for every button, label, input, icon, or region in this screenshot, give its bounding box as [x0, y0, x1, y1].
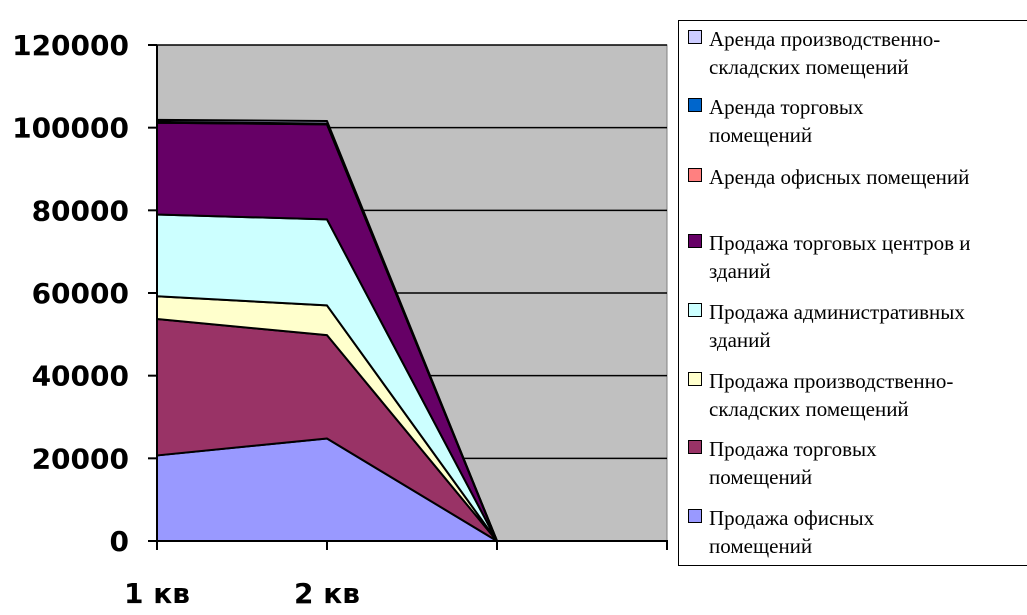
legend-swatch [688, 30, 702, 44]
y-tick-label: 40000 [32, 360, 129, 393]
legend-label-line: Продажа торговых [709, 437, 877, 461]
legend-label-line: Продажа административных [709, 300, 965, 324]
legend-label-line: Аренда офисных помещений [709, 165, 970, 189]
legend-label-line: Аренда производственно- [709, 27, 941, 51]
axes [148, 44, 668, 550]
legend-label-line: Продажа производственно- [709, 369, 954, 393]
legend-label: Аренда торговых помещений [709, 93, 1027, 149]
y-tick-label: 20000 [32, 442, 129, 475]
legend-label-line: помещений [709, 534, 813, 558]
x-tick-label: 1 кв [124, 577, 190, 610]
legend-label: Продажа торговых помещений [709, 435, 1027, 491]
area-series-group [156, 118, 668, 542]
x-tick-labels: 1 кв 2 кв [124, 577, 360, 610]
legend-label-line: складских помещений [709, 397, 909, 421]
legend-swatch [688, 440, 702, 454]
legend-label-line: Аренда торговых [709, 95, 864, 119]
legend-label-line: зданий [709, 328, 771, 352]
y-tick-label: 100000 [12, 112, 129, 145]
legend-swatch [688, 509, 702, 523]
legend-label-line: зданий [709, 259, 771, 283]
y-tick-label: 60000 [32, 277, 129, 310]
y-tick-label: 80000 [32, 194, 129, 227]
legend: Аренда производственно-складских помещен… [678, 20, 1027, 566]
legend-label-line: Продажа торговых центров и [709, 231, 971, 255]
legend-label-line: помещений [709, 465, 813, 489]
legend-label-line: складских помещений [709, 55, 909, 79]
y-tick-labels: 0 20000 40000 60000 80000 100000 120000 [12, 29, 129, 558]
legend-label: Продажа производственно-складских помеще… [709, 367, 1027, 423]
y-tick-label: 0 [110, 525, 129, 558]
legend-swatch [688, 234, 702, 248]
legend-label: Продажа офисных помещений [709, 504, 1027, 560]
y-tick-label: 120000 [12, 29, 129, 62]
legend-label-line: Продажа офисных [709, 506, 875, 530]
legend-label: Продажа административных зданий [709, 298, 1027, 354]
legend-swatch [688, 303, 702, 317]
legend-label: Продажа торговых центров и зданий [709, 229, 1027, 285]
x-tick-label: 2 кв [294, 577, 360, 610]
legend-swatch [688, 168, 702, 182]
legend-label-line: помещений [709, 123, 813, 147]
area-chart: 0 20000 40000 60000 80000 100000 120000 1 кв 2 … [12, 29, 668, 610]
legend-label: Аренда офисных помещений [709, 163, 1027, 191]
legend-label: Аренда производственно-складских помещен… [709, 25, 1027, 81]
legend-swatch [688, 372, 702, 386]
legend-swatch [688, 98, 702, 112]
